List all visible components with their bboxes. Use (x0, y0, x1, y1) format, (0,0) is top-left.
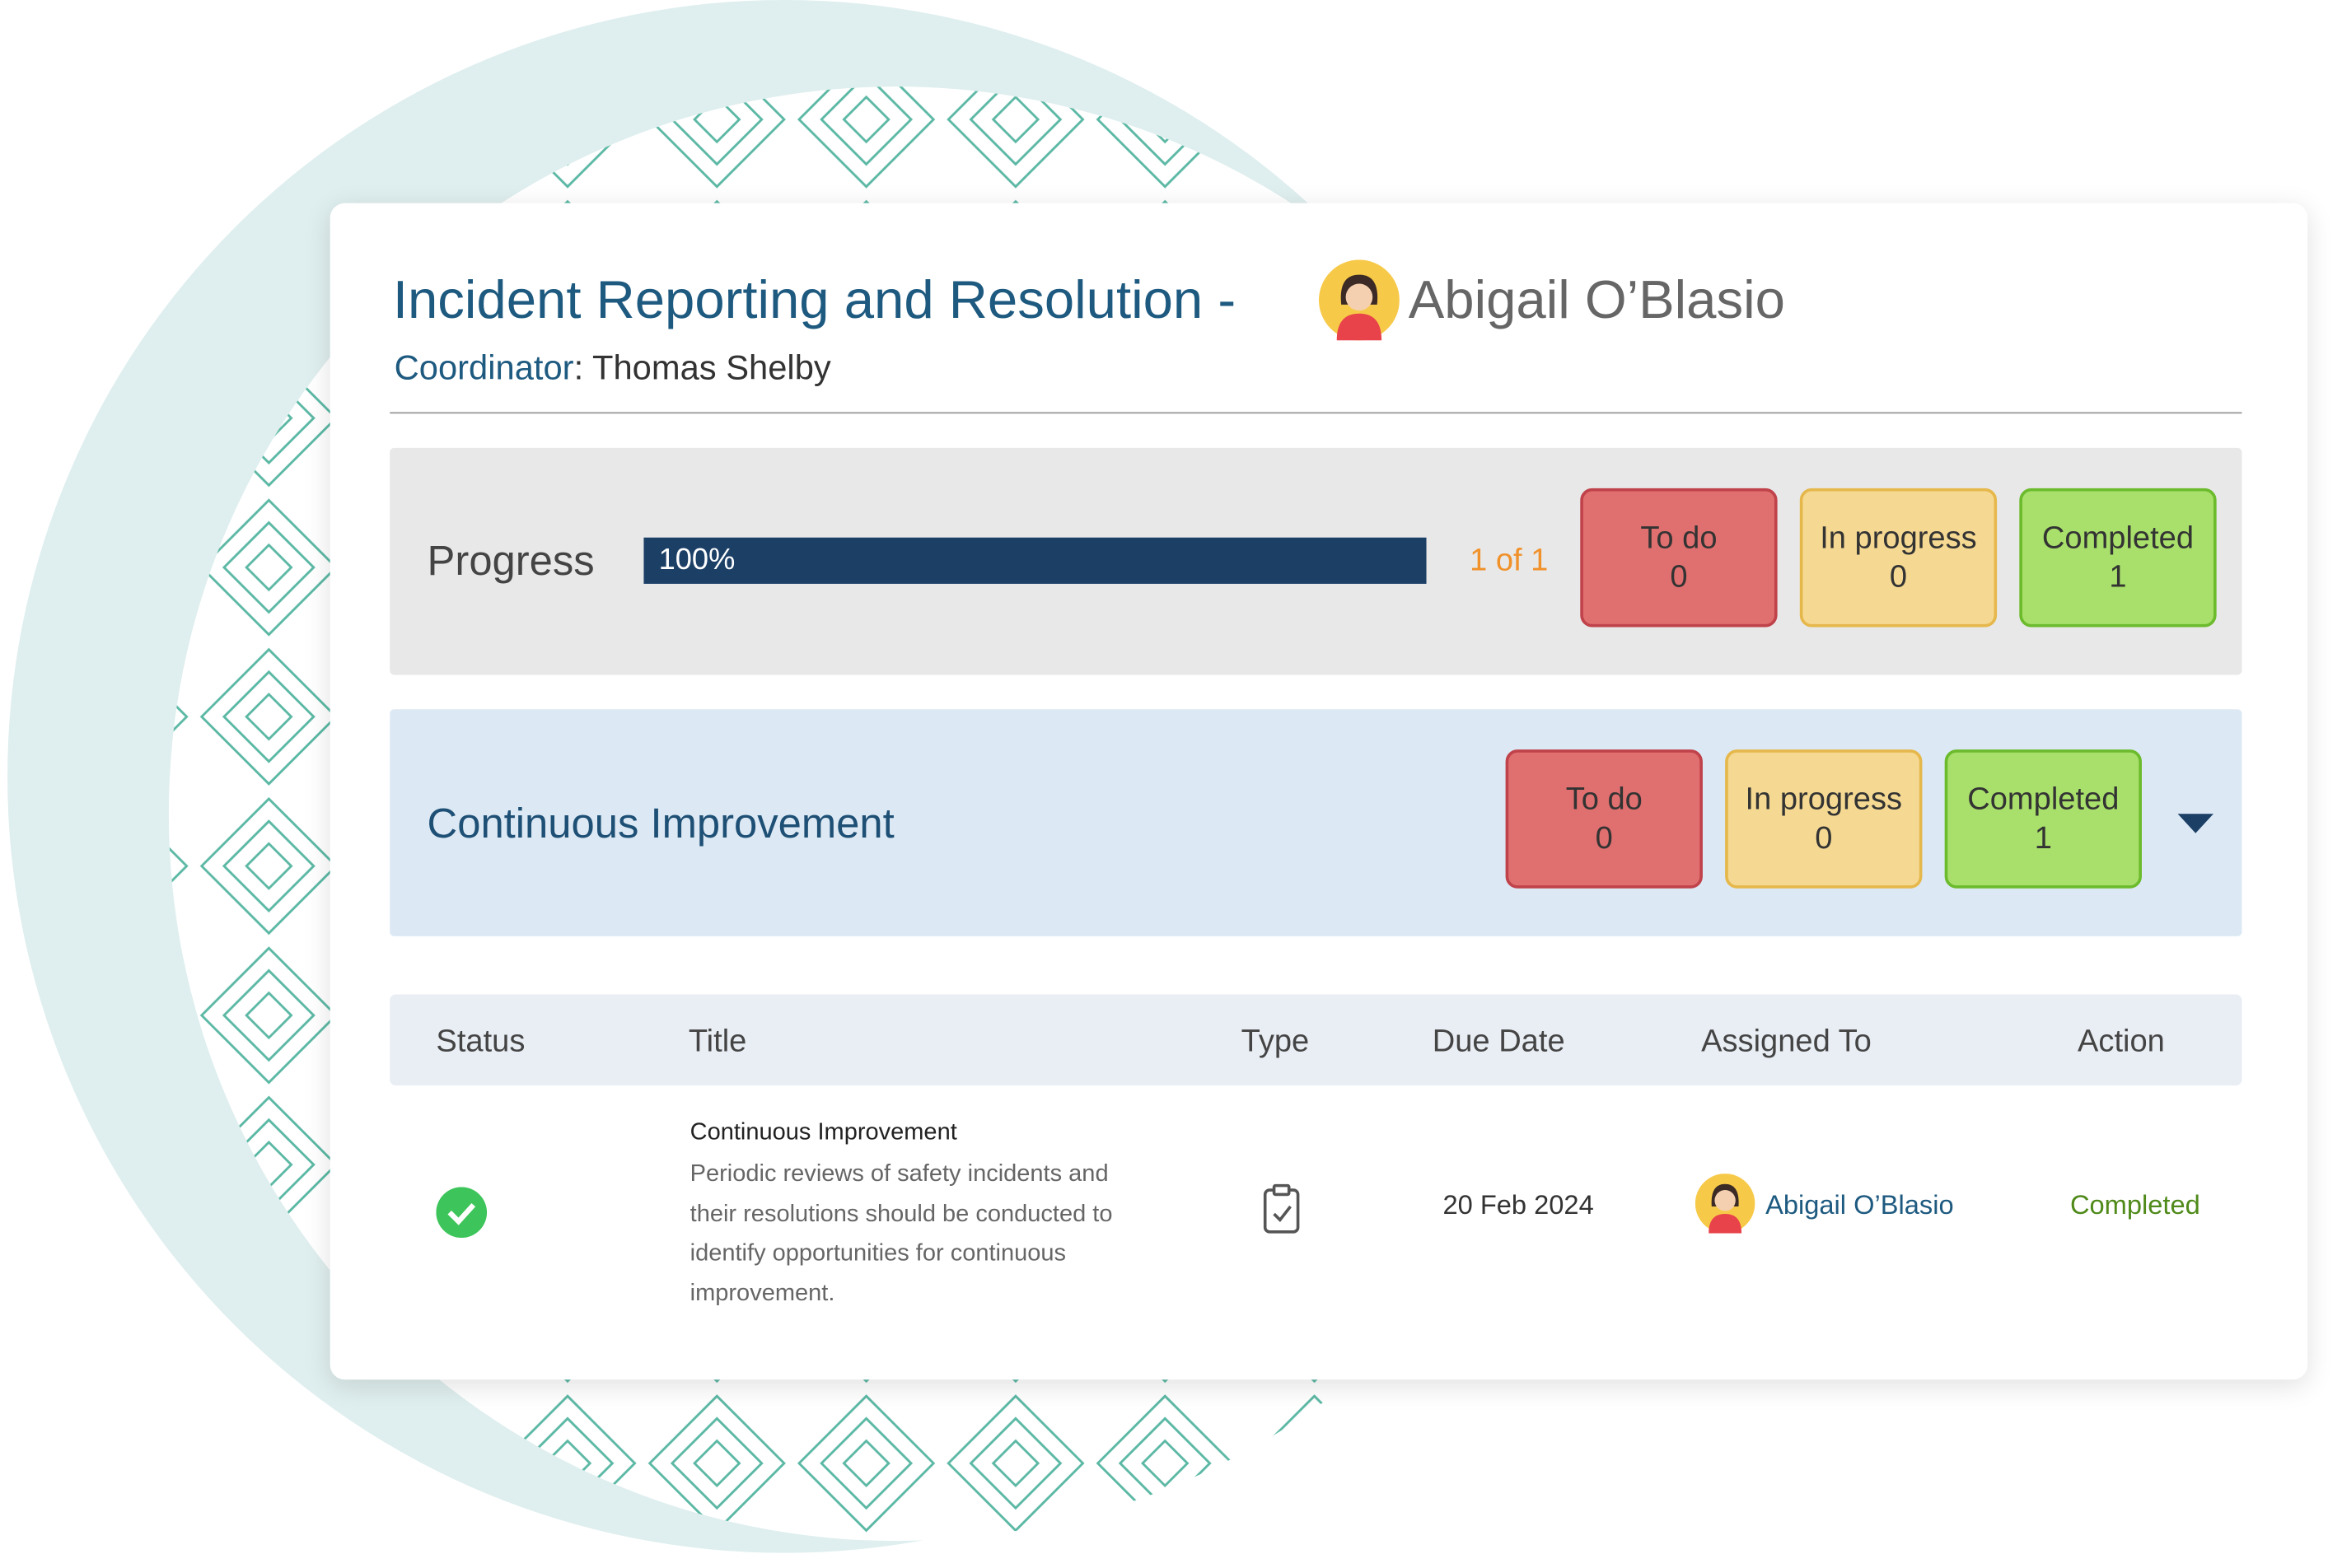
status-box: To do 0 (1580, 488, 1778, 628)
status-count: 1 (2034, 820, 2052, 855)
status-box: In progress 0 (1799, 488, 1998, 628)
status-label: To do (1640, 520, 1718, 555)
expand-arrow[interactable] (2177, 814, 2214, 834)
status-label: In progress (1745, 782, 1903, 816)
column-header: Status (436, 1024, 526, 1059)
due-date: 20 Feb 2024 (1442, 1190, 1594, 1220)
assignee[interactable]: Abigail O’Blasio (1765, 1190, 1954, 1220)
status-box: In progress 0 (1725, 749, 1923, 889)
status-box: Completed 1 (2019, 488, 2217, 628)
column-header: Action (2078, 1024, 2165, 1059)
section-panel[interactable]: Continuous Improvement To do 0 In progress… (390, 709, 2242, 936)
column-header: Due Date (1432, 1024, 1565, 1059)
status-label: In progress (1820, 520, 1977, 555)
row-description: Periodic reviews of safety incidents and… (690, 1161, 1113, 1306)
progress-count: 1 of 1 (1470, 543, 1549, 578)
page-title: Incident Reporting and Resolution - (392, 268, 1236, 330)
progress-panel: Progress 100% 1 of 1 To do 0 In progress 0 C… (390, 447, 2242, 675)
status-label: To do (1565, 782, 1643, 816)
column-header: Assigned To (1701, 1024, 1872, 1059)
coordinator-name: Thomas Shelby (592, 348, 831, 387)
status-box: Completed 1 (1944, 749, 2142, 889)
coordinator: Coordinator: Thomas Shelby (394, 348, 831, 387)
table-header: Status Title Type Due Date Assigned To Action (390, 994, 2242, 1086)
status-label: Completed (1967, 782, 2120, 816)
table-row: Continuous Improvement Periodic reviews … (390, 1114, 2241, 1338)
status-count: 0 (1670, 559, 1688, 594)
column-header: Title (688, 1024, 747, 1059)
status-icon (436, 1187, 488, 1239)
assignee-avatar (1695, 1174, 1755, 1234)
progress-track: 100% (643, 537, 1427, 584)
status-count: 0 (1815, 820, 1833, 855)
status-count: 0 (1595, 820, 1613, 855)
person-name: Abigail O’Blasio (1408, 268, 1785, 330)
coordinator-label: Coordinator (394, 348, 574, 387)
status-count: 1 (2109, 559, 2127, 594)
avatar (1318, 259, 1400, 341)
status-box: To do 0 (1505, 749, 1703, 889)
status-label: Completed (2041, 520, 2195, 555)
divider (390, 412, 2242, 414)
action[interactable]: Completed (2069, 1190, 2200, 1220)
type-icon (1263, 1183, 1300, 1234)
row-title: Continuous Improvement (690, 1119, 957, 1146)
section-title: Continuous Improvement (427, 800, 895, 847)
column-header: Type (1241, 1024, 1310, 1059)
progress-percent: 100% (658, 543, 736, 576)
card: Incident Reporting and Resolution - Abig… (330, 203, 2308, 1380)
progress-fill (643, 537, 1427, 584)
progress-label: Progress (427, 537, 595, 584)
status-count: 0 (1889, 559, 1908, 594)
